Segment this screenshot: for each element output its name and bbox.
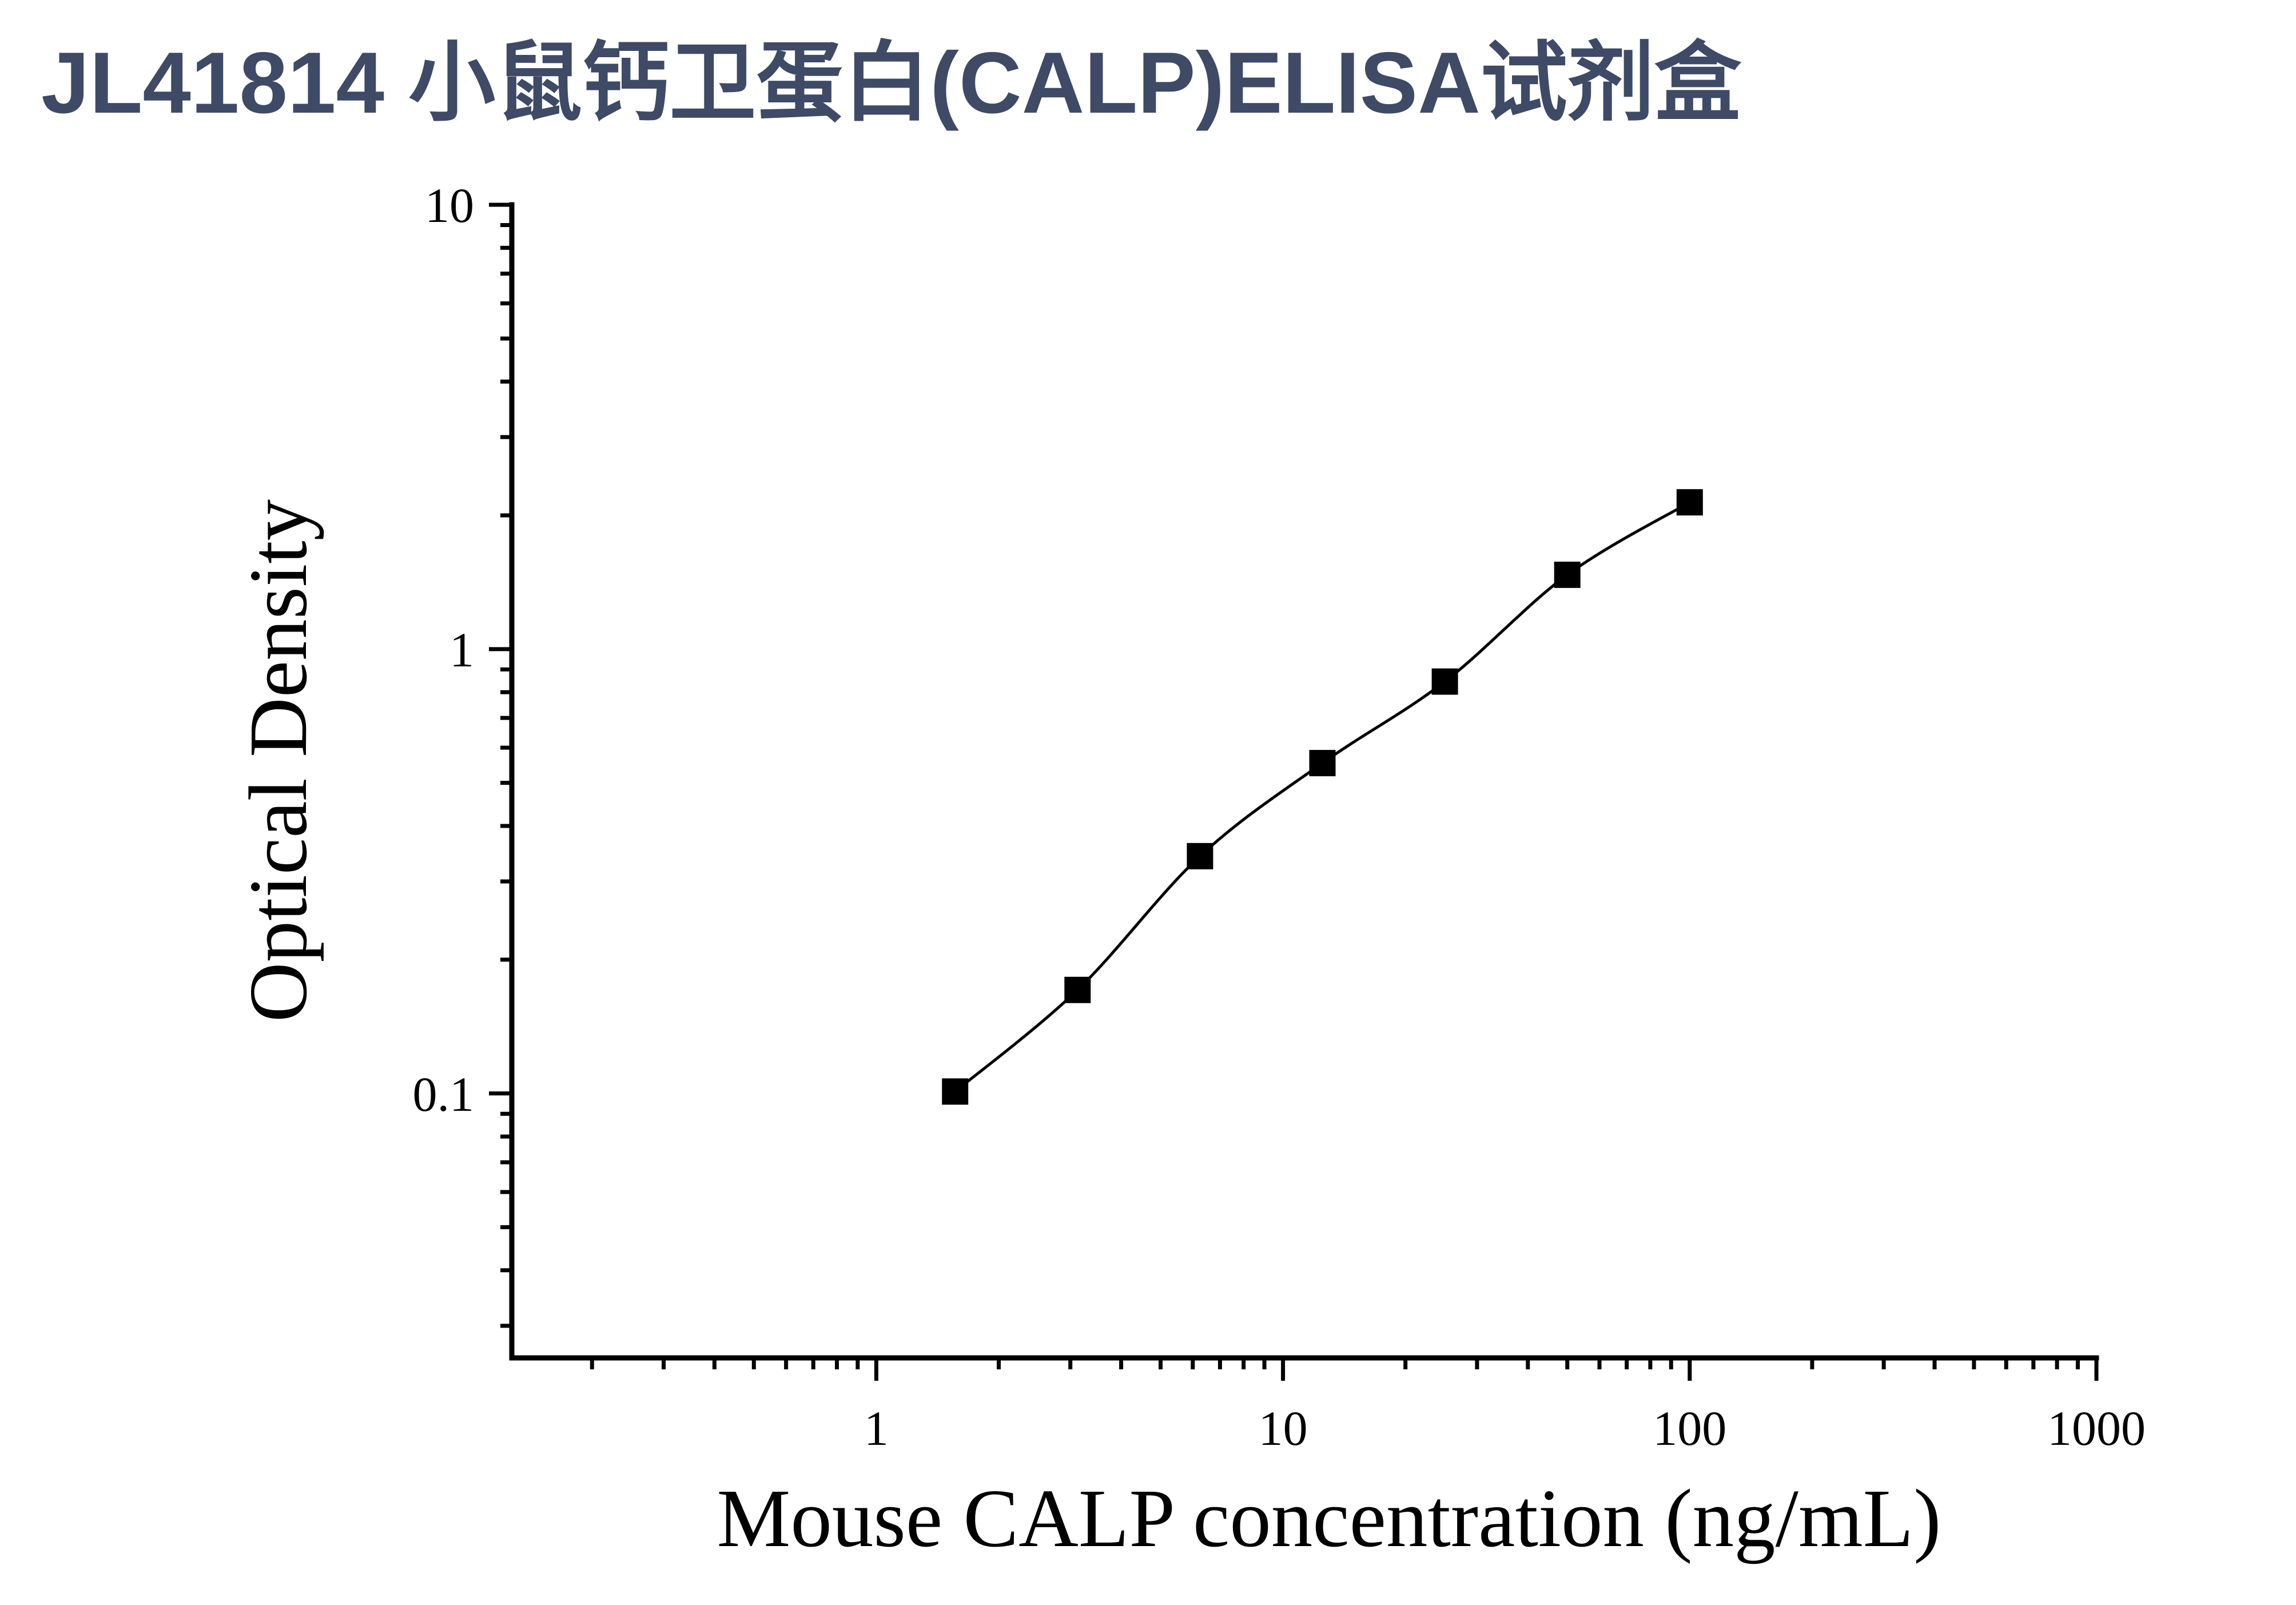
x-tick-label: 100 [1653,1401,1726,1456]
data-point-marker [942,1078,969,1105]
data-point-markers [942,489,1703,1105]
x-tick-label: 10 [1259,1401,1308,1456]
x-axis-label: Mouse CALP concentration (ng/mL) [717,1473,1941,1564]
standard-curve-line [954,501,1691,1093]
y-tick-label: 10 [425,178,474,233]
axis-tick-labels: 1 10 100 1000 0.1 1 10 [413,178,2146,1456]
x-tick-label: 1000 [2047,1401,2146,1456]
axis-frame [509,202,2099,1361]
kit-title: JL41814 小鼠钙卫蛋白(CALP)ELISA试剂盒 [41,34,1741,132]
x-tick-label: 1 [864,1401,889,1456]
data-point-marker [1431,668,1458,695]
data-point-marker [1064,976,1091,1003]
data-point-marker [1309,750,1336,777]
data-point-marker [1676,489,1703,516]
y-tick-label: 1 [449,622,474,677]
axis-ticks [489,202,2099,1381]
data-point-marker [1187,843,1213,869]
data-point-marker [1554,561,1581,588]
y-tick-label: 0.1 [413,1067,475,1122]
y-axis-label: Optical Density [233,499,324,1022]
